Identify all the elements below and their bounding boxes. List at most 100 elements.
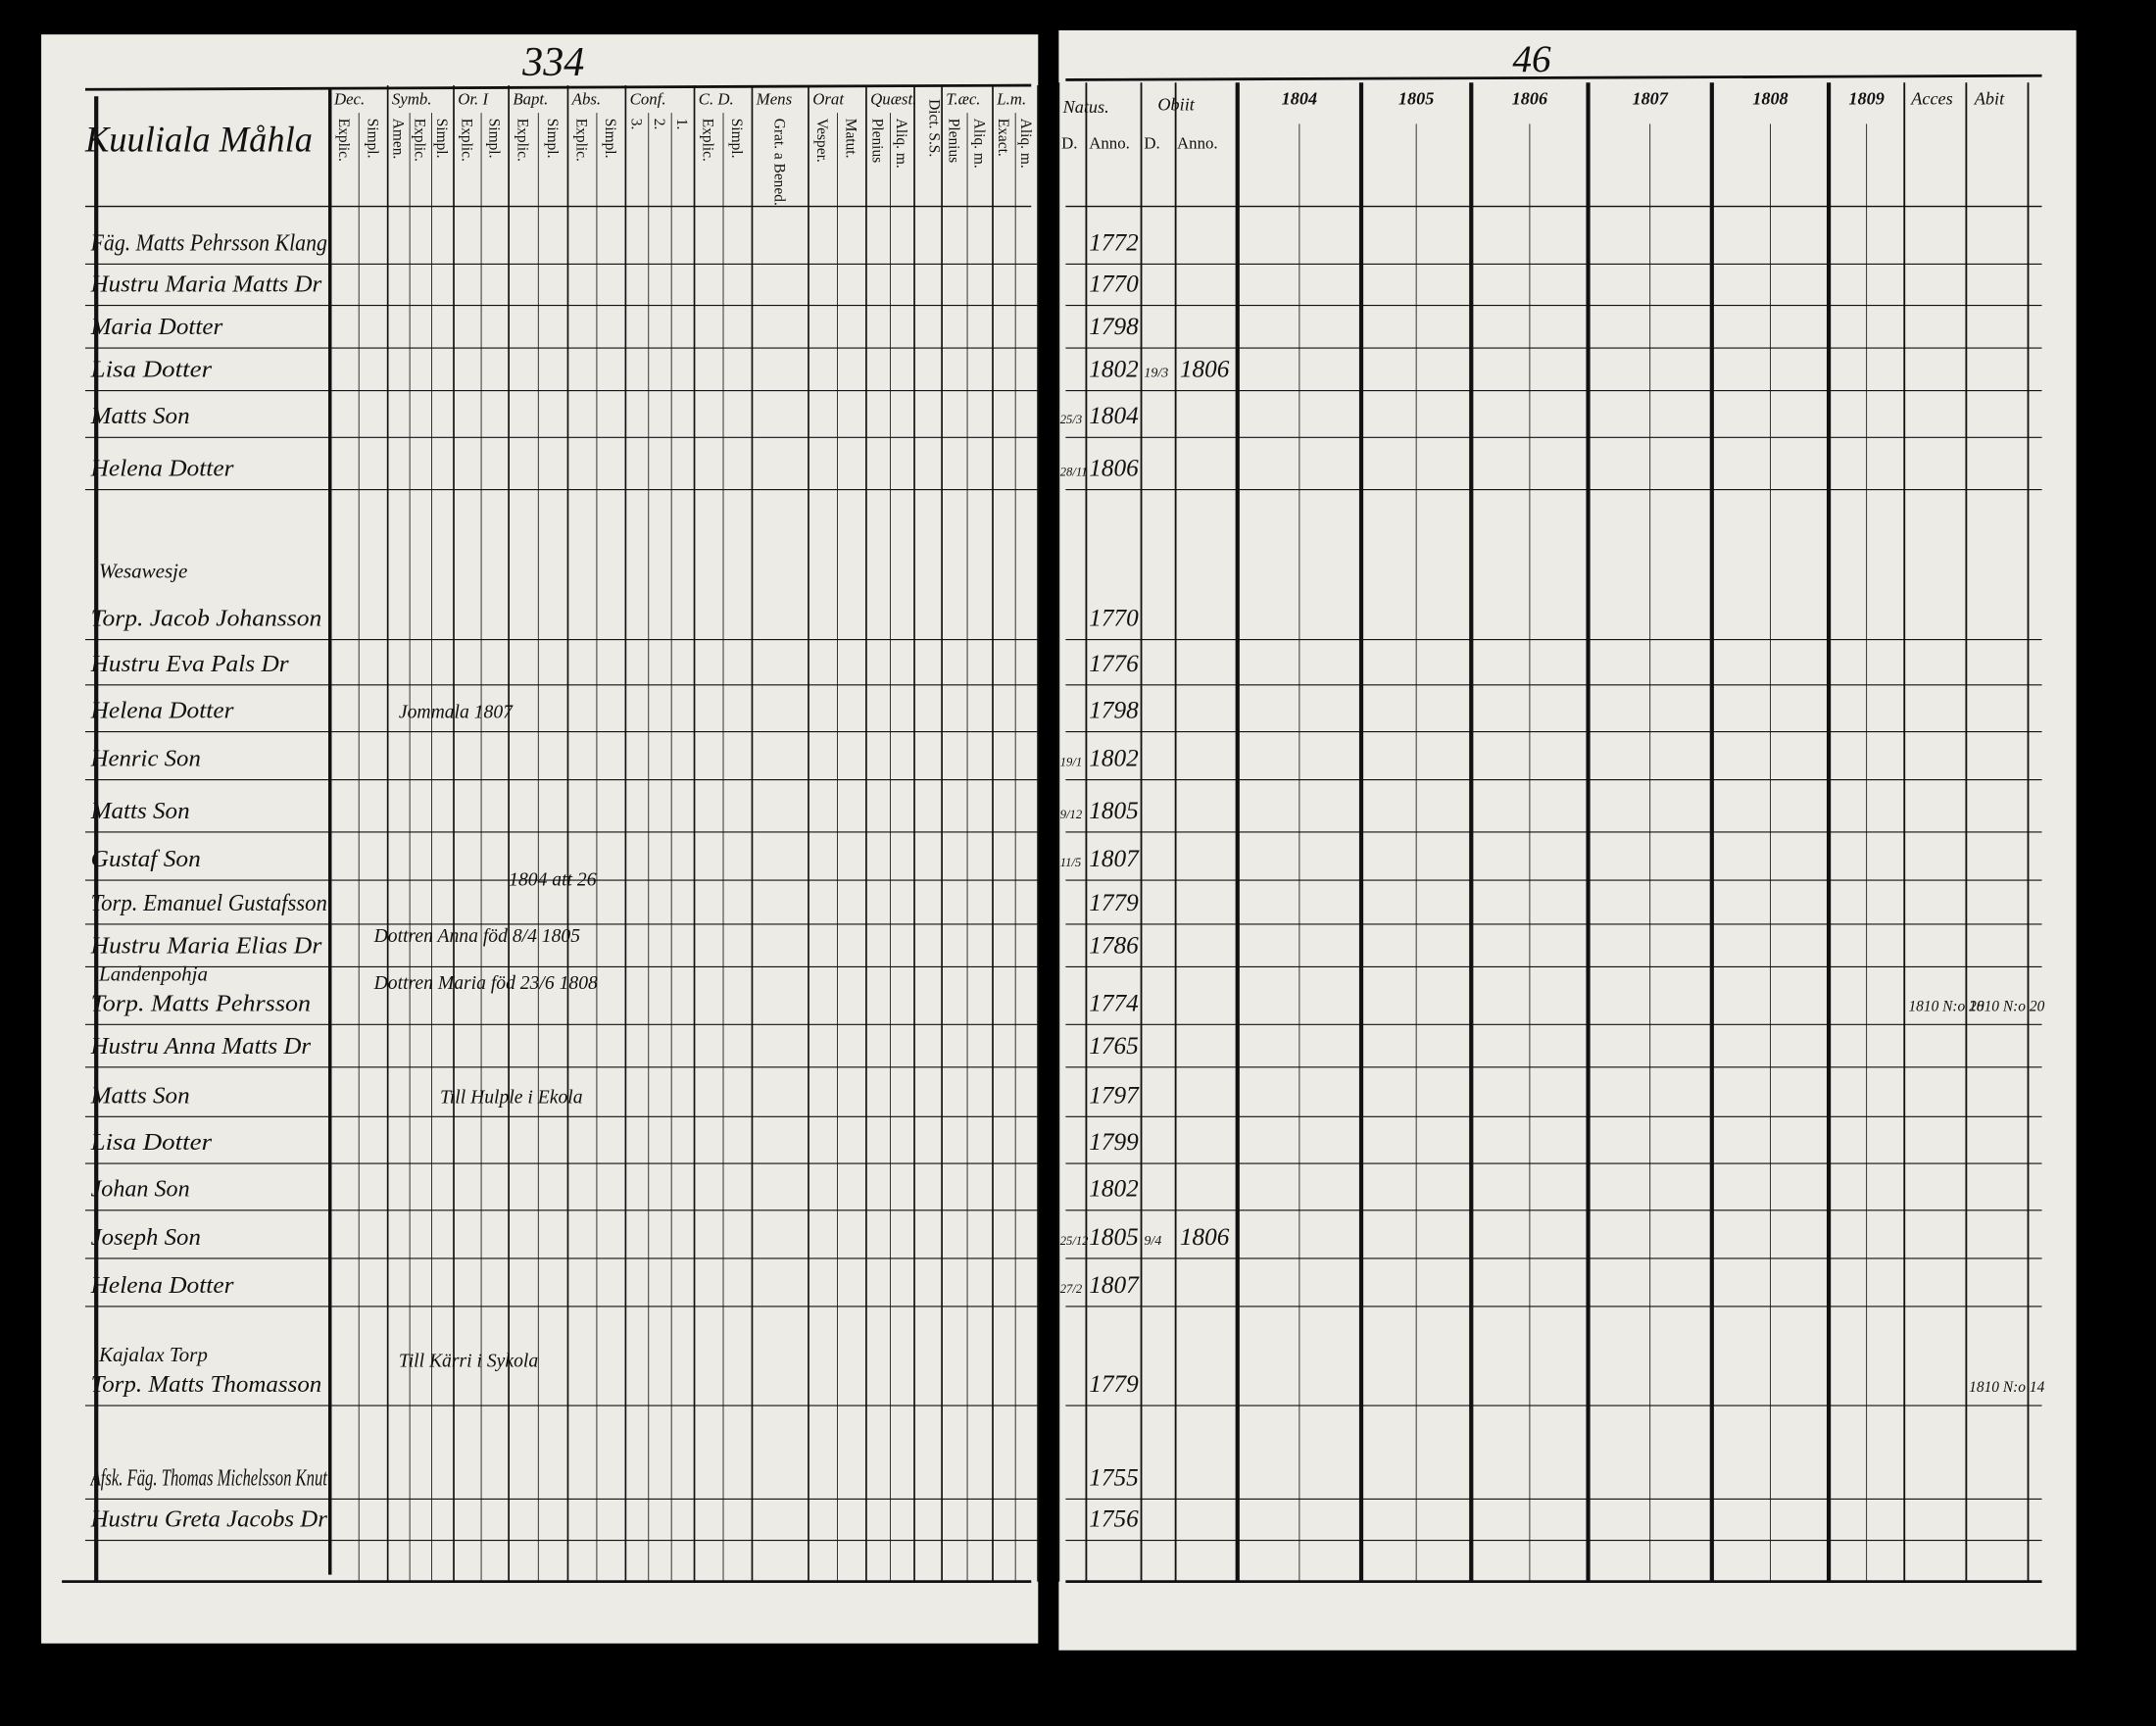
column-subheader: Simpl. <box>728 119 745 159</box>
year-header: 1805 <box>1398 89 1434 109</box>
column-subheader: Simpl. <box>433 119 450 159</box>
natus-year: 1807 <box>1089 1271 1140 1299</box>
natus-year: 1802 <box>1089 1175 1139 1203</box>
person-name: Hustru Maria Matts Dr <box>90 272 323 298</box>
column-subheader: 2. <box>651 119 667 130</box>
natus-year: 1805 <box>1089 1223 1139 1251</box>
natus-day: 11/5 <box>1060 856 1081 869</box>
natus-year: 1786 <box>1089 931 1139 959</box>
person-name: Torp. Jacob Johansson <box>91 606 322 631</box>
natus-year: 1779 <box>1089 889 1139 916</box>
abit-entry: 1810 N:o 14 <box>1969 1379 2044 1396</box>
person-name: Torp. Matts Thomasson <box>91 1372 322 1398</box>
person-name: Hustru Greta Jacobs Dr <box>90 1506 328 1532</box>
person-name: Henric Son <box>90 747 201 772</box>
natus-year: 1770 <box>1089 604 1139 631</box>
section-label: Wesawesje <box>99 559 187 582</box>
right-page <box>1058 29 2077 1651</box>
person-name: Matts Son <box>90 404 190 429</box>
column-header: Abs. <box>571 90 601 109</box>
rule <box>1065 74 2042 81</box>
column-subheader: Exact. <box>995 119 1011 157</box>
person-name: Gustaf Son <box>91 847 201 872</box>
section-label: Kajalax Torp <box>98 1343 208 1366</box>
column-header: Or. I <box>458 90 489 109</box>
column-subheader: Explic. <box>458 119 474 162</box>
natus-year: 1805 <box>1089 797 1139 824</box>
column-subheader: Explic. <box>514 119 531 162</box>
column-subheader: Plenius <box>945 119 961 163</box>
natus-day: 19/1 <box>1060 756 1082 769</box>
section-label: Landenpohja <box>98 962 208 985</box>
person-name: Torp. Emanuel Gustafsson <box>91 891 327 916</box>
year-header: 1804 <box>1282 89 1317 109</box>
person-name: Lisa Dotter <box>89 358 212 383</box>
natus-year: 1798 <box>1089 313 1139 340</box>
row-note: Dottren Maria föd 23/6 1808 <box>373 972 598 994</box>
obiit-day: 9/4 <box>1144 1233 1161 1249</box>
column-header: C. D. <box>699 90 734 109</box>
column-header: Quæst. <box>870 90 916 109</box>
row-note: Jommala 1807 <box>399 701 514 722</box>
obiit-year: 1806 <box>1180 356 1230 383</box>
rule <box>84 83 1032 91</box>
column-subheader: Plenius <box>869 119 886 163</box>
column-subheader: Anno. <box>1177 134 1218 153</box>
row-note: Dottren Anna föd 8/4 1805 <box>373 925 581 947</box>
column-subheader: D. <box>1061 134 1077 153</box>
natus-day: 25/3 <box>1060 413 1082 426</box>
column-header: Dec. <box>333 90 365 109</box>
person-name: Matts Son <box>90 1083 190 1109</box>
natus-year: 1756 <box>1089 1504 1139 1532</box>
year-header: 1806 <box>1512 89 1548 109</box>
natus-year: 1799 <box>1089 1128 1139 1156</box>
column-subheader: Aliq. m. <box>970 119 987 169</box>
column-header: Orat <box>812 90 845 109</box>
column-header: Mens <box>756 90 793 109</box>
natus-year: 1772 <box>1089 228 1139 256</box>
column-subheader: Simpl. <box>364 119 380 159</box>
natus-year: 1806 <box>1089 455 1139 482</box>
person-name: Lisa Dotter <box>89 1130 212 1156</box>
column-header: Obiit <box>1157 94 1195 114</box>
obiit-year: 1806 <box>1180 1223 1230 1251</box>
page-number: 334 <box>521 39 584 85</box>
column-header: Conf. <box>630 90 666 109</box>
natus-year: 1798 <box>1089 696 1139 723</box>
acces-entry: 1810 N:o 20 <box>1908 998 1984 1014</box>
column-subheader: Aliq. m. <box>1017 119 1034 169</box>
natus-year: 1779 <box>1089 1370 1139 1398</box>
column-header: Dict. S.S. <box>925 99 942 157</box>
year-header: 1807 <box>1632 89 1668 109</box>
column-subheader: Aliq. m. <box>893 119 909 169</box>
person-name: Torp. Matts Pehrsson <box>91 991 311 1016</box>
column-header: T.æc. <box>946 90 980 109</box>
natus-day: 27/2 <box>1060 1282 1083 1296</box>
column-subheader: Explic. <box>412 119 428 162</box>
column-header: Bapt. <box>513 90 548 109</box>
natus-year: 1774 <box>1089 989 1139 1016</box>
natus-year: 1770 <box>1089 271 1139 298</box>
column-subheader: Simpl. <box>544 119 561 159</box>
column-header: Natus. <box>1062 97 1109 117</box>
person-name: Matts Son <box>90 799 190 824</box>
person-name: Fäg. Matts Pehrsson Klang <box>90 230 327 256</box>
column-subheader: Simpl. <box>485 119 502 159</box>
page-number: 46 <box>1512 38 1551 80</box>
left-page <box>41 34 1039 1644</box>
column-subheader: 3. <box>627 119 644 130</box>
parish-name: Kuuliala Måhla <box>84 120 313 159</box>
person-name: Hustru Anna Matts Dr <box>90 1034 312 1060</box>
natus-day: 28/11 <box>1060 466 1088 479</box>
natus-year: 1804 <box>1089 402 1139 429</box>
year-header: 1809 <box>1848 89 1884 109</box>
natus-year: 1776 <box>1089 650 1139 677</box>
column-subheader: Amen. <box>389 119 406 160</box>
person-name: Joseph Son <box>91 1225 201 1251</box>
person-name: Johan Son <box>91 1177 190 1203</box>
person-name: Maria Dotter <box>90 315 224 340</box>
column-header: Acces <box>1910 89 1952 109</box>
column-header: Symb. <box>392 90 432 109</box>
